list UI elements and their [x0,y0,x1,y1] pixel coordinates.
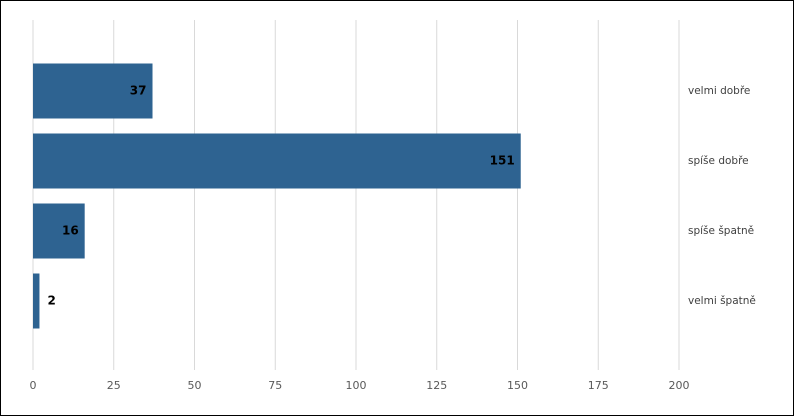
x-tick-label: 50 [188,379,202,392]
bar [33,273,40,329]
x-tick-label: 150 [507,379,528,392]
x-tick-label: 75 [268,379,282,392]
bar [33,63,153,119]
y-tick-label: spíše špatně [688,225,754,237]
x-tick-label: 100 [346,379,367,392]
x-tick-label: 125 [426,379,447,392]
y-tick-label: spíše dobře [688,155,749,167]
x-tick-label: 200 [669,379,690,392]
data-label: 151 [490,154,515,168]
x-tick-label: 0 [30,379,37,392]
data-label: 16 [62,224,79,238]
data-label: 37 [130,84,147,98]
x-tick-label: 175 [588,379,609,392]
y-tick-label: velmi dobře [688,85,750,97]
x-tick-label: 25 [107,379,121,392]
bar [33,133,521,189]
y-tick-label: velmi špatně [688,295,756,307]
data-label: 2 [47,294,55,308]
bar [33,203,85,259]
